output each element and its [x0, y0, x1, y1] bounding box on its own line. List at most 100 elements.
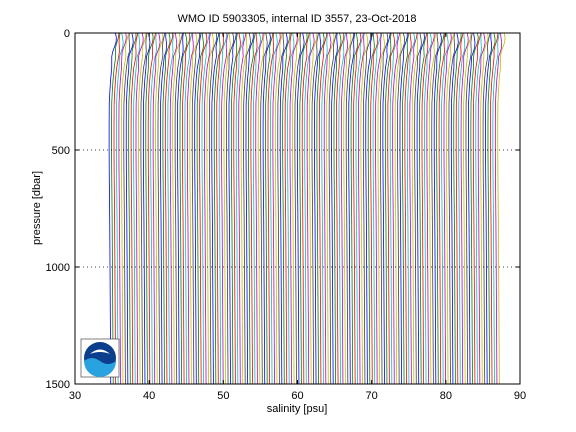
profile-line — [128, 32, 137, 385]
x-tick-label: 90 — [514, 390, 526, 402]
profile-line — [316, 32, 325, 385]
profile-line — [333, 32, 342, 385]
profile-line — [350, 32, 359, 385]
profile-line — [125, 32, 134, 385]
profile-line — [494, 32, 503, 385]
profile-line — [179, 32, 188, 385]
profile-line — [186, 32, 194, 385]
profile-line — [138, 32, 147, 385]
profile-line — [208, 32, 218, 385]
profile-line — [477, 32, 486, 385]
profile-line — [301, 32, 310, 385]
profile-line — [306, 32, 315, 385]
profile-line — [370, 32, 379, 385]
profile-line — [343, 32, 352, 385]
profile-line — [113, 32, 121, 385]
profile-line — [296, 32, 305, 385]
profile-line — [282, 32, 291, 385]
profile-line — [453, 32, 462, 385]
profile-line — [150, 32, 157, 385]
profile-lines — [108, 32, 506, 385]
profile-line — [375, 32, 383, 385]
x-tick-label: 50 — [217, 390, 229, 402]
profile-line — [482, 32, 491, 385]
y-tick-label: 1000 — [46, 262, 70, 274]
profile-line — [365, 32, 374, 385]
profile-line — [409, 32, 418, 385]
profile-line — [309, 32, 318, 385]
x-tick-label: 40 — [143, 390, 155, 402]
profile-line — [387, 32, 396, 385]
noaa-logo-wave — [84, 358, 116, 377]
profile-line — [111, 32, 120, 385]
profile-line — [260, 32, 268, 385]
noaa-logo-bird — [90, 349, 110, 354]
profile-line — [206, 32, 215, 385]
y-axis-title: pressure [dbar] — [31, 171, 43, 245]
profile-line — [262, 32, 271, 385]
profile-line — [431, 32, 439, 385]
profile-line — [465, 32, 473, 385]
profile-line — [380, 32, 389, 385]
profile-line — [270, 32, 278, 385]
x-tick-label: 60 — [291, 390, 303, 402]
y-tick-label: 1500 — [46, 379, 70, 391]
profile-line — [394, 32, 402, 385]
profile-line — [485, 32, 493, 385]
profile-line — [336, 32, 345, 385]
profile-line — [490, 32, 499, 385]
profile-line — [238, 32, 247, 385]
profile-line — [228, 32, 237, 385]
profile-line — [213, 32, 221, 385]
profile-line — [360, 32, 369, 385]
profile-line — [372, 32, 381, 385]
profile-line — [204, 32, 211, 385]
profile-line — [130, 32, 139, 385]
profile-line — [265, 32, 274, 385]
profile-line — [167, 32, 175, 385]
profile-line — [191, 32, 200, 385]
profile-line — [470, 32, 479, 385]
profile-line — [441, 32, 449, 385]
profile-line — [411, 32, 419, 385]
profile-line — [145, 32, 154, 385]
profile-line — [299, 32, 308, 385]
profile-line — [164, 32, 174, 385]
profile-line — [384, 32, 392, 385]
profile-line — [135, 32, 144, 385]
profile-line — [362, 32, 372, 385]
profile-line — [460, 32, 469, 385]
profile-line — [279, 32, 288, 385]
profile-line — [323, 32, 332, 385]
profile-line — [255, 32, 264, 385]
profile-line — [201, 32, 210, 385]
profile-line — [318, 32, 328, 385]
profile-line — [294, 32, 302, 385]
profile-line — [199, 32, 208, 385]
profile-line — [284, 32, 292, 385]
y-axis: 0 500 1000 1500 — [46, 28, 520, 391]
profile-line — [446, 32, 455, 385]
profile-line — [142, 32, 151, 385]
profile-line — [468, 32, 476, 385]
profile-line — [314, 32, 322, 385]
profile-line — [162, 32, 171, 385]
profile-line — [392, 32, 401, 385]
profile-line — [472, 32, 482, 385]
profile-line — [438, 32, 446, 385]
profile-line — [353, 32, 362, 385]
profile-line — [475, 32, 482, 385]
profile-line — [399, 32, 408, 385]
profile-line — [355, 32, 364, 385]
profile-line — [226, 32, 235, 385]
profile-line — [184, 32, 193, 385]
profile-line — [419, 32, 428, 385]
profile-line — [174, 32, 183, 385]
profile-line — [331, 32, 338, 385]
profile-line — [252, 32, 261, 385]
profile-line — [133, 32, 141, 385]
profile-line — [487, 32, 496, 385]
profile-line — [358, 32, 365, 385]
profile-line — [274, 32, 283, 385]
